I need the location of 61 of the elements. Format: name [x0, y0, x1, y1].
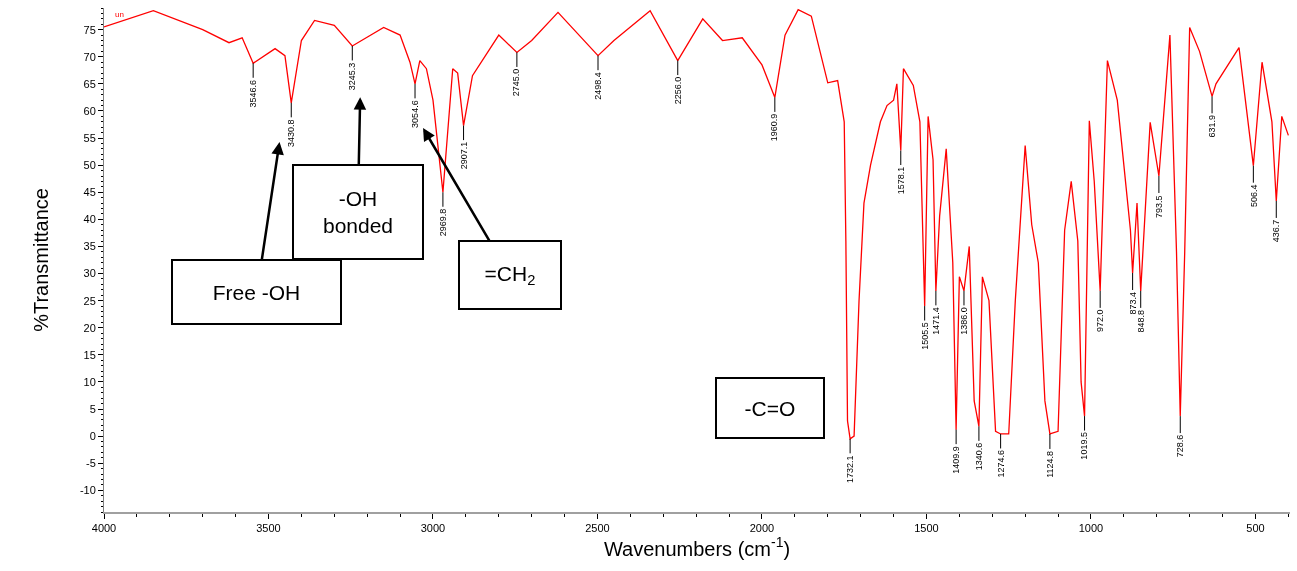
y-tick-label: -10: [79, 484, 96, 497]
annotation: Free -OH: [212, 280, 301, 304]
y-tick-label: 30: [83, 267, 96, 280]
annotation: 873.4: [1127, 292, 1138, 315]
annotation: 506.4: [1248, 184, 1259, 208]
y-tick-label: 0: [89, 429, 96, 442]
y-tick-label: 35: [83, 240, 96, 253]
y-tick-label: -5: [86, 457, 96, 470]
x-tick-label: 1500: [914, 522, 939, 535]
annotation: =CH$_{2}$: [484, 261, 536, 289]
x-tick-label: 2500: [585, 522, 610, 535]
annotation: -OH bonded: [322, 186, 394, 238]
y-tick-label: 20: [83, 321, 96, 334]
annotation: 1471.4: [930, 307, 941, 335]
annotation: 1960.9: [769, 113, 780, 142]
y-tick-label: 50: [83, 159, 96, 172]
y-tick-label: 40: [83, 213, 96, 226]
annotation: 436.7: [1271, 219, 1282, 243]
annotation: 1274.6: [995, 450, 1006, 478]
annotation: 1409.9: [951, 446, 962, 474]
annotation: 1386.0: [959, 307, 970, 335]
annotation: 3430.8: [286, 119, 297, 148]
x-tick-label: 1000: [1078, 522, 1104, 535]
annotation: 2498.4: [593, 72, 604, 100]
y-tick-label: 65: [83, 77, 96, 90]
y-tick-label: 70: [83, 50, 96, 63]
series-label: un: [115, 10, 124, 19]
annotation: 1124.8: [1044, 451, 1055, 478]
y-tick-label: 10: [83, 375, 96, 388]
y-axis-title: %Transmittance: [30, 188, 53, 332]
annotation: 3245.3: [347, 62, 358, 91]
x-tick-label: 500: [1246, 522, 1265, 535]
annotation: 3546.6: [247, 79, 258, 108]
x-tick-label: 4000: [91, 522, 117, 535]
annotation: 1340.6: [973, 442, 984, 471]
annotation: 2256.0: [673, 76, 684, 105]
y-tick-label: 25: [83, 294, 96, 307]
annotation: 848.8: [1135, 310, 1146, 333]
annotation: 1732.1: [845, 455, 856, 483]
y-tick-label: 45: [83, 186, 96, 199]
annotation: 1578.1: [896, 166, 907, 195]
y-tick-label: 55: [83, 131, 96, 144]
y-tick-label: 75: [83, 23, 96, 36]
annotation: 631.9: [1206, 114, 1217, 138]
x-tick-label: 3500: [256, 522, 281, 535]
annotation: 2745.0: [511, 68, 522, 97]
annotation: 728.6: [1175, 434, 1186, 458]
x-tick-label: 2000: [749, 522, 775, 535]
annotation: 1019.5: [1079, 432, 1090, 460]
annotation: 1505.5: [919, 322, 930, 350]
y-tick-label: 15: [83, 348, 96, 361]
annotation: 793.5: [1153, 195, 1164, 218]
annotation: 2969.8: [437, 208, 448, 237]
annotation: -C=O: [744, 396, 796, 420]
y-tick-label: 5: [89, 402, 96, 415]
y-tick-label: 60: [83, 104, 96, 117]
x-axis-title: Wavenumbers (cm$^{-1}$): [603, 534, 791, 560]
annotation: 972.0: [1095, 309, 1106, 333]
annotation: 3054.6: [410, 100, 421, 128]
annotation: 2907.1: [458, 141, 469, 170]
x-tick-label: 3000: [420, 522, 446, 535]
